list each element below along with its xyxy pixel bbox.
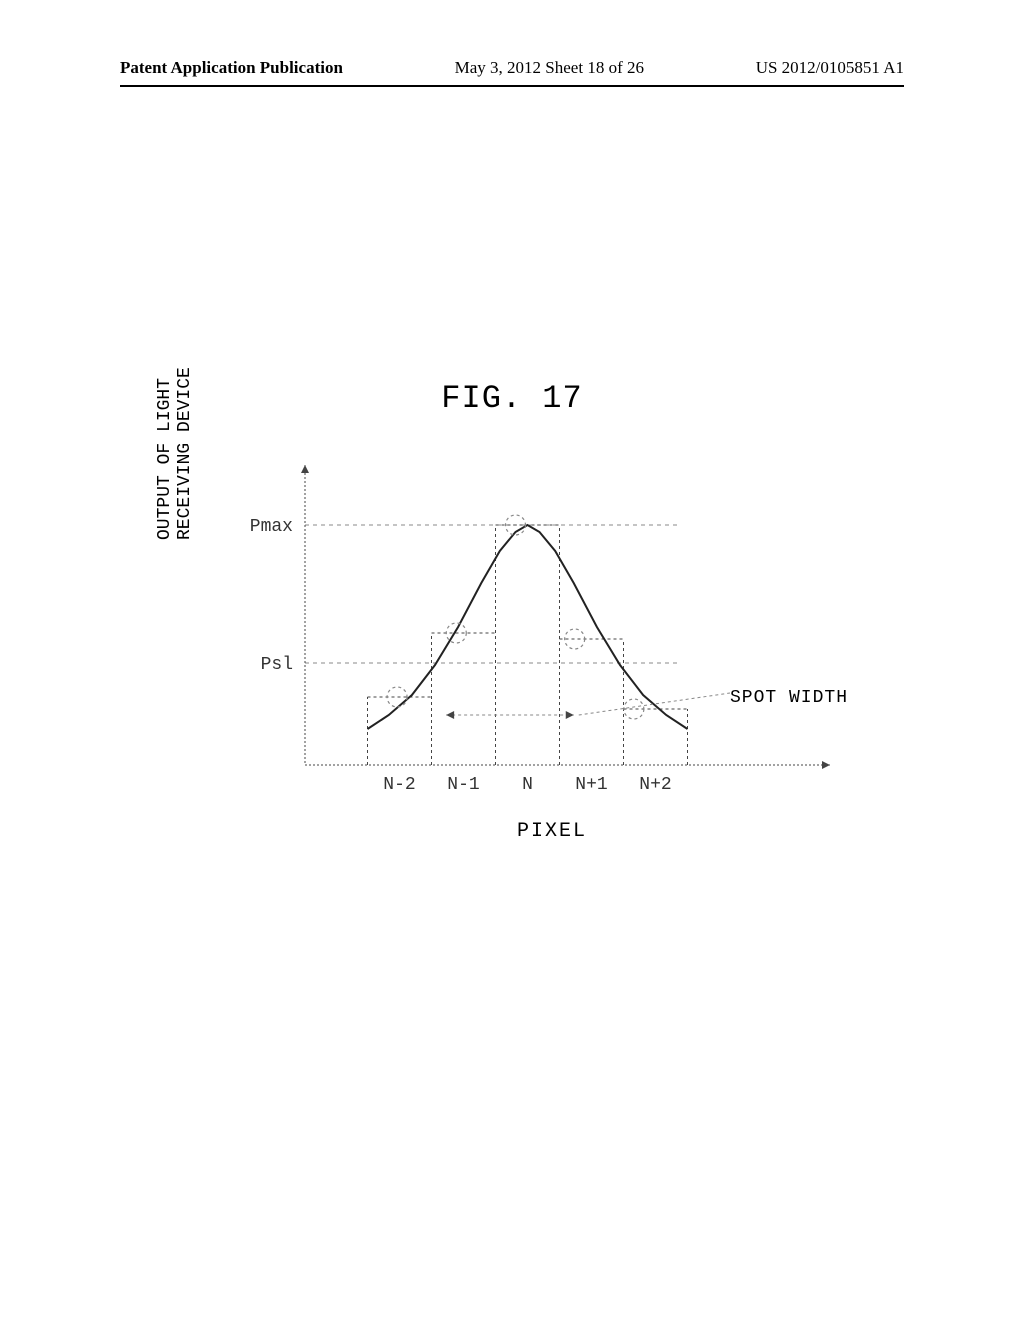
svg-text:Psl: Psl [261, 655, 293, 675]
svg-text:N+1: N+1 [575, 775, 607, 795]
y-axis-label: OUTPUT OF LIGHTRECEIVING DEVICE [155, 367, 195, 540]
header-right: US 2012/0105851 A1 [756, 58, 904, 78]
header-center: May 3, 2012 Sheet 18 of 26 [455, 58, 644, 78]
spot-width-label: SPOT WIDTH [730, 688, 848, 708]
chart-container: Pmax Psl N-2 N-1 N N+1 N+2 [210, 455, 850, 815]
svg-text:N: N [522, 775, 533, 795]
figure-title: FIG. 17 [0, 380, 1024, 417]
svg-text:Pmax: Pmax [250, 517, 293, 537]
chart-svg: Pmax Psl N-2 N-1 N N+1 N+2 [210, 455, 850, 815]
svg-text:N-2: N-2 [383, 775, 415, 795]
header-left: Patent Application Publication [120, 58, 343, 78]
svg-text:N-1: N-1 [447, 775, 479, 795]
x-axis-label: PIXEL [0, 820, 1024, 843]
svg-text:N+2: N+2 [639, 775, 671, 795]
header-rule [120, 85, 904, 87]
page-header: Patent Application Publication May 3, 20… [0, 58, 1024, 78]
